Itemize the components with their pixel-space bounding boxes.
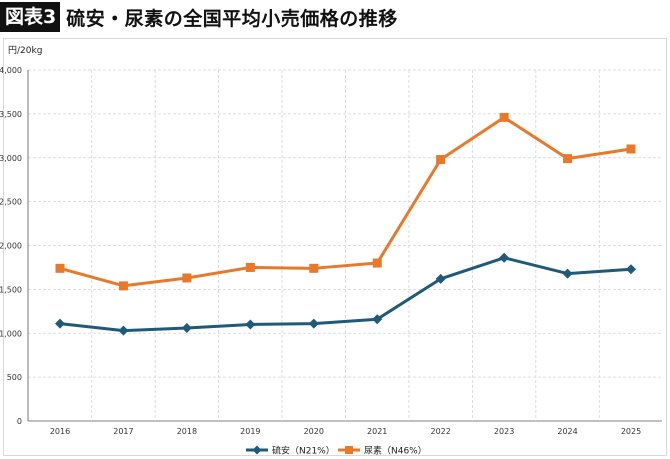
data-point — [499, 252, 510, 263]
y-tick-label: 4,000 — [0, 66, 22, 75]
legend-item: 尿素（N46%） — [338, 445, 427, 457]
y-tick-label: 3,500 — [0, 110, 22, 119]
data-point — [245, 319, 256, 330]
legend: 硫安（N21%） 尿素（N46%） — [246, 445, 427, 457]
legend-marker — [252, 445, 262, 455]
y-axis-ticks: 0 500 1,000 1,500 2,000 2,500 3,000 3,500 4,000 — [0, 66, 22, 426]
x-tick-label: 2025 — [621, 427, 641, 436]
y-tick-label: 1,500 — [0, 285, 22, 294]
chart-title: 硫安・尿素の全国平均小売価格の推移 — [66, 7, 398, 30]
y-tick-label: 2,000 — [0, 242, 22, 251]
data-point — [118, 281, 128, 291]
data-point — [435, 273, 446, 284]
data-point — [563, 154, 573, 164]
data-point — [245, 262, 255, 272]
chart-frame — [3, 38, 667, 456]
data-point — [626, 144, 636, 154]
figure-badge: 図表3 — [0, 2, 61, 32]
data-point — [55, 263, 65, 273]
x-tick-label: 2016 — [50, 427, 70, 436]
legend-label: 硫安（N21%） — [272, 445, 335, 457]
legend-label: 尿素（N46%） — [364, 445, 427, 457]
data-point — [372, 314, 383, 325]
data-point — [562, 268, 573, 279]
data-point — [436, 155, 446, 165]
grid-lines — [27, 69, 662, 422]
x-tick-label: 2018 — [177, 427, 197, 436]
x-tick-label: 2023 — [494, 427, 514, 436]
series-1 — [55, 252, 636, 336]
y-axis-label: 円/20kg — [8, 45, 42, 56]
legend-item: 硫安（N21%） — [246, 445, 335, 457]
series-line — [59, 256, 632, 333]
data-point — [626, 264, 636, 275]
data-point — [182, 273, 192, 283]
series-layer — [55, 112, 636, 336]
data-point — [309, 263, 319, 273]
chart-header: 図表3 硫安・尿素の全国平均小売価格の推移 — [0, 0, 670, 34]
x-tick-label: 2019 — [240, 427, 260, 436]
x-tick-label: 2020 — [304, 427, 324, 436]
series-2 — [55, 112, 636, 291]
y-tick-label: 0 — [17, 417, 22, 426]
y-tick-label: 500 — [7, 373, 22, 382]
data-point — [308, 318, 319, 329]
x-tick-label: 2021 — [367, 427, 387, 436]
y-tick-label: 1,000 — [0, 329, 22, 338]
y-tick-label: 3,000 — [0, 154, 22, 163]
x-tick-label: 2022 — [430, 427, 450, 436]
y-tick-label: 2,500 — [0, 198, 22, 207]
x-tick-label: 2017 — [113, 427, 133, 436]
legend-marker — [345, 446, 353, 454]
data-point — [55, 318, 65, 329]
series-line — [59, 115, 632, 288]
data-point — [181, 322, 192, 333]
x-axis-ticks: 2016 2017 2018 2019 2020 2021 2022 2023 2024 2025 — [50, 427, 641, 436]
data-point — [499, 112, 509, 122]
data-point — [372, 258, 382, 268]
data-point — [118, 325, 129, 336]
x-tick-label: 2024 — [557, 427, 577, 436]
